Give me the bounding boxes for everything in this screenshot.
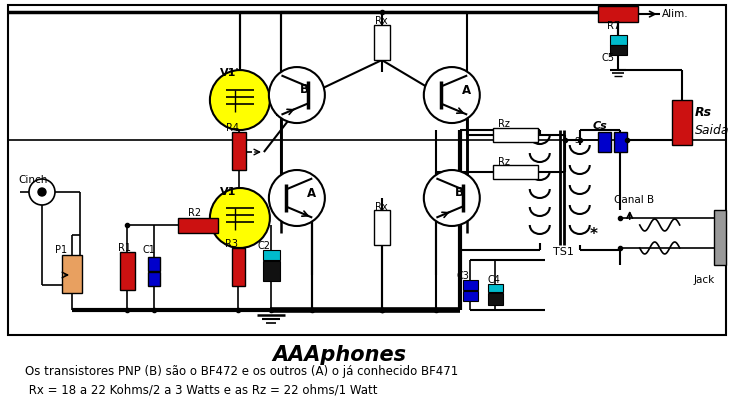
Bar — [232, 132, 246, 170]
Bar — [463, 291, 478, 301]
Bar — [598, 132, 611, 152]
Text: V1: V1 — [220, 187, 237, 197]
Circle shape — [210, 188, 270, 248]
Text: C1: C1 — [143, 245, 156, 255]
Bar — [232, 248, 245, 286]
Bar — [488, 284, 503, 292]
Text: Rx: Rx — [375, 16, 388, 26]
Text: A: A — [461, 84, 471, 97]
Bar — [488, 293, 503, 305]
Text: C4: C4 — [488, 275, 500, 285]
Bar — [374, 210, 390, 245]
Text: R3: R3 — [225, 239, 238, 249]
Text: Cinch: Cinch — [18, 175, 47, 185]
Text: R4: R4 — [226, 123, 239, 133]
Text: AAAphones: AAAphones — [273, 345, 407, 365]
Bar — [8, 5, 726, 335]
Bar — [120, 252, 135, 290]
Text: Rx: Rx — [375, 202, 388, 212]
Circle shape — [38, 188, 46, 196]
Text: Os transistores PNP (B) são o BF472 e os outros (A) o já conhecido BF471: Os transistores PNP (B) são o BF472 e os… — [25, 366, 458, 378]
Text: R2: R2 — [188, 208, 201, 218]
Text: Saida: Saida — [695, 123, 729, 137]
Bar — [263, 250, 280, 260]
Bar — [463, 280, 478, 290]
Text: V1': V1' — [220, 68, 240, 78]
Bar — [62, 255, 82, 293]
Bar — [148, 257, 160, 271]
Text: Cs: Cs — [593, 121, 607, 131]
Bar — [263, 261, 280, 281]
Text: Alim.: Alim. — [662, 9, 688, 19]
Bar — [609, 45, 626, 55]
Text: Rx = 18 a 22 Kohms/2 a 3 Watts e as Rz = 22 ohms/1 Watt: Rx = 18 a 22 Kohms/2 a 3 Watts e as Rz =… — [25, 383, 377, 396]
Text: Jack: Jack — [694, 275, 715, 285]
Circle shape — [424, 67, 480, 123]
Circle shape — [210, 70, 270, 130]
Text: *: * — [590, 228, 598, 242]
Bar — [374, 25, 390, 60]
Circle shape — [269, 170, 325, 226]
Bar — [493, 165, 538, 179]
Text: B: B — [455, 186, 464, 199]
Bar — [609, 35, 626, 45]
Bar — [598, 6, 638, 22]
Text: s: s — [575, 135, 580, 145]
Text: C3: C3 — [457, 271, 469, 281]
Circle shape — [29, 179, 55, 205]
Text: C2: C2 — [258, 241, 271, 251]
Text: C5: C5 — [601, 53, 615, 63]
Text: Rs: Rs — [695, 106, 712, 119]
Text: P1: P1 — [55, 245, 67, 255]
Text: A: A — [307, 188, 315, 200]
Text: Rz: Rz — [497, 119, 510, 129]
Text: Rz: Rz — [497, 157, 510, 167]
Bar — [493, 128, 538, 142]
Bar — [713, 210, 726, 265]
Bar — [671, 100, 692, 145]
Text: TS1: TS1 — [553, 247, 573, 257]
Text: B: B — [300, 83, 309, 96]
Bar — [178, 218, 218, 233]
Text: R7: R7 — [607, 21, 620, 31]
Text: Canal B: Canal B — [614, 195, 654, 205]
Bar — [614, 132, 626, 152]
Circle shape — [269, 67, 325, 123]
Circle shape — [424, 170, 480, 226]
Bar — [148, 272, 160, 286]
Text: R1: R1 — [118, 243, 131, 253]
